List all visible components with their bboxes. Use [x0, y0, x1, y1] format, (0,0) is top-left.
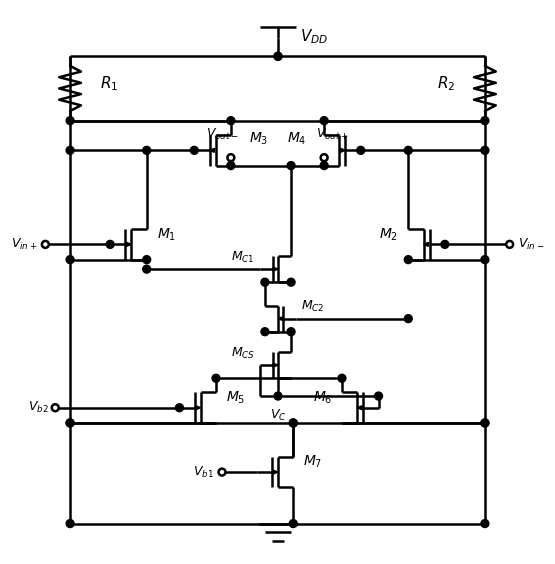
Circle shape	[506, 241, 513, 248]
Circle shape	[66, 419, 74, 427]
Text: $M_4$: $M_4$	[287, 130, 306, 147]
Text: $M_2$: $M_2$	[379, 226, 398, 243]
Circle shape	[42, 241, 49, 248]
Text: $M_5$: $M_5$	[226, 390, 245, 406]
Circle shape	[320, 162, 328, 170]
Circle shape	[287, 278, 295, 286]
Circle shape	[405, 315, 412, 323]
Circle shape	[481, 147, 489, 155]
Circle shape	[287, 162, 295, 170]
Circle shape	[338, 374, 346, 382]
Circle shape	[274, 52, 282, 60]
Circle shape	[106, 240, 114, 248]
Text: $M_6$: $M_6$	[312, 390, 332, 406]
Text: $V_{b1}$: $V_{b1}$	[193, 465, 214, 479]
Circle shape	[66, 117, 74, 125]
Circle shape	[481, 117, 489, 125]
Polygon shape	[210, 148, 214, 152]
Circle shape	[375, 392, 382, 400]
Polygon shape	[341, 148, 345, 152]
Circle shape	[274, 52, 282, 60]
Circle shape	[66, 519, 74, 527]
Circle shape	[320, 117, 328, 125]
Circle shape	[143, 265, 150, 273]
Circle shape	[143, 255, 150, 263]
Circle shape	[481, 519, 489, 527]
Polygon shape	[273, 267, 278, 271]
Text: $M_{CS}$: $M_{CS}$	[230, 346, 255, 361]
Polygon shape	[278, 316, 283, 320]
Circle shape	[481, 419, 489, 427]
Polygon shape	[273, 470, 278, 474]
Polygon shape	[127, 243, 132, 246]
Circle shape	[190, 147, 198, 155]
Text: $V_{out+}$: $V_{out+}$	[316, 127, 349, 142]
Polygon shape	[423, 243, 428, 246]
Text: $M_{C2}$: $M_{C2}$	[301, 299, 325, 314]
Text: $V_C$: $V_C$	[270, 408, 286, 423]
Polygon shape	[273, 363, 278, 367]
Circle shape	[175, 404, 183, 412]
Circle shape	[289, 419, 297, 427]
Text: $M_1$: $M_1$	[157, 226, 176, 243]
Circle shape	[228, 154, 234, 161]
Circle shape	[212, 374, 220, 382]
Text: $R_2$: $R_2$	[437, 74, 455, 94]
Text: $V_{DD}$: $V_{DD}$	[300, 27, 328, 46]
Circle shape	[66, 419, 74, 427]
Circle shape	[289, 519, 297, 527]
Circle shape	[261, 278, 269, 286]
Text: $M_{C1}$: $M_{C1}$	[231, 250, 255, 265]
Text: $M_3$: $M_3$	[249, 130, 268, 147]
Circle shape	[357, 147, 365, 155]
Text: $V_{out-}$: $V_{out-}$	[206, 127, 239, 142]
Circle shape	[287, 328, 295, 336]
Circle shape	[261, 328, 269, 336]
Text: $V_{in-}$: $V_{in-}$	[518, 237, 544, 252]
Polygon shape	[196, 406, 201, 409]
Circle shape	[66, 147, 74, 155]
Polygon shape	[357, 406, 362, 409]
Circle shape	[227, 162, 235, 170]
Circle shape	[481, 419, 489, 427]
Circle shape	[481, 255, 489, 263]
Circle shape	[441, 240, 449, 248]
Circle shape	[321, 154, 327, 161]
Circle shape	[289, 419, 297, 427]
Text: $M_7$: $M_7$	[303, 454, 322, 470]
Circle shape	[219, 469, 225, 475]
Circle shape	[66, 255, 74, 263]
Circle shape	[143, 147, 150, 155]
Circle shape	[227, 117, 235, 125]
Text: $V_{b2}$: $V_{b2}$	[28, 400, 48, 415]
Circle shape	[52, 404, 59, 411]
Circle shape	[405, 255, 412, 263]
Text: $R_1$: $R_1$	[100, 74, 118, 94]
Text: $V_{in+}$: $V_{in+}$	[11, 237, 37, 252]
Circle shape	[274, 392, 282, 400]
Circle shape	[405, 147, 412, 155]
